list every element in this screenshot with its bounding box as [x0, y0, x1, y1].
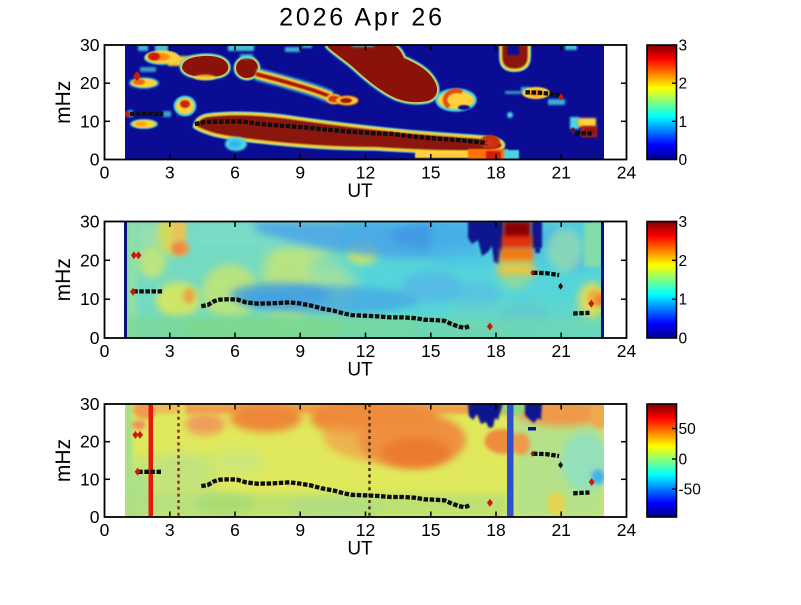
svg-text:30: 30: [80, 35, 100, 55]
svg-text:21: 21: [551, 163, 570, 183]
svg-text:24: 24: [617, 341, 637, 361]
svg-text:9: 9: [295, 520, 305, 540]
svg-text:3: 3: [165, 163, 175, 183]
svg-text:6: 6: [230, 163, 240, 183]
svg-text:1: 1: [679, 292, 688, 309]
svg-text:0: 0: [90, 150, 100, 170]
svg-text:6: 6: [230, 520, 240, 540]
svg-text:3: 3: [165, 520, 175, 540]
svg-text:2: 2: [679, 76, 688, 93]
svg-text:0: 0: [100, 163, 110, 183]
svg-text:18: 18: [486, 163, 505, 183]
svg-text:2: 2: [679, 253, 688, 270]
svg-text:24: 24: [617, 520, 637, 540]
svg-text:18: 18: [486, 520, 505, 540]
svg-text:0: 0: [679, 152, 688, 169]
svg-text:30: 30: [80, 394, 100, 414]
svg-text:3: 3: [679, 214, 688, 231]
svg-text:UT: UT: [347, 539, 373, 560]
svg-text:9: 9: [295, 163, 305, 183]
svg-text:21: 21: [551, 341, 570, 361]
svg-text:10: 10: [80, 289, 100, 309]
svg-text:15: 15: [421, 341, 440, 361]
svg-text:UT: UT: [347, 181, 373, 202]
svg-text:mHz: mHz: [52, 258, 75, 301]
svg-text:-50: -50: [679, 482, 702, 499]
svg-text:21: 21: [551, 520, 570, 540]
svg-text:10: 10: [80, 469, 100, 489]
svg-text:0: 0: [679, 452, 688, 469]
svg-text:20: 20: [80, 432, 100, 452]
svg-text:2026 Apr 26: 2026 Apr 26: [279, 4, 445, 32]
svg-text:20: 20: [80, 250, 100, 270]
svg-text:9: 9: [295, 341, 305, 361]
svg-text:0: 0: [100, 520, 110, 540]
svg-text:18: 18: [486, 341, 505, 361]
svg-text:12: 12: [356, 163, 375, 183]
svg-text:0: 0: [90, 507, 100, 527]
svg-text:10: 10: [80, 111, 100, 131]
svg-text:3: 3: [165, 341, 175, 361]
svg-text:0: 0: [100, 341, 110, 361]
svg-text:UT: UT: [347, 360, 373, 381]
svg-text:50: 50: [679, 421, 697, 438]
svg-text:15: 15: [421, 163, 440, 183]
svg-text:mHz: mHz: [52, 439, 75, 482]
svg-text:12: 12: [356, 520, 375, 540]
svg-text:24: 24: [617, 163, 637, 183]
svg-text:30: 30: [80, 212, 100, 232]
svg-text:0: 0: [90, 328, 100, 348]
svg-text:1: 1: [679, 114, 688, 131]
svg-text:15: 15: [421, 520, 440, 540]
svg-text:12: 12: [356, 341, 375, 361]
svg-text:6: 6: [230, 341, 240, 361]
svg-text:mHz: mHz: [52, 81, 75, 124]
svg-text:3: 3: [679, 38, 688, 55]
svg-text:0: 0: [679, 331, 688, 348]
svg-text:20: 20: [80, 73, 100, 93]
